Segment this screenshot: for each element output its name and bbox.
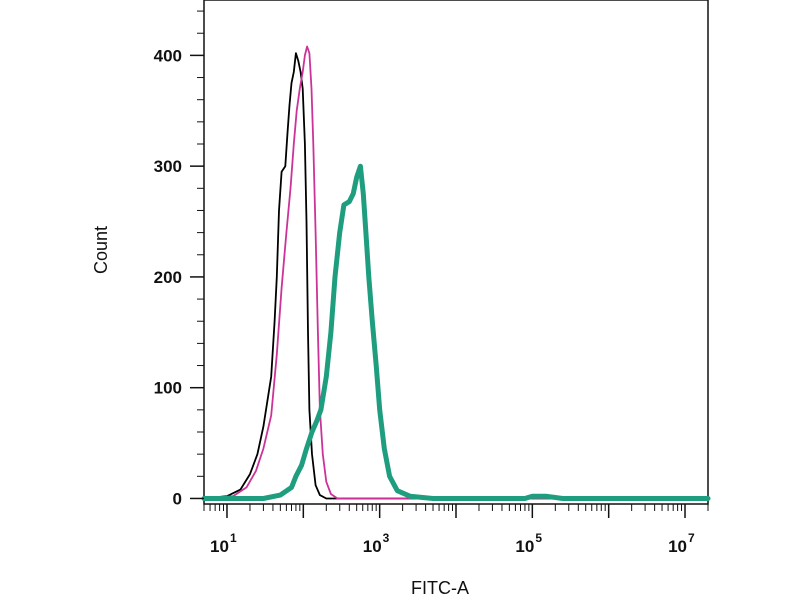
x-tick-label: 10 3 (363, 531, 390, 556)
x-tick-label: 10 5 (515, 531, 542, 556)
x-tick-base: 10 (210, 537, 229, 556)
x-axis-title: FITC-A (411, 578, 469, 598)
series-line-1 (203, 52, 709, 500)
y-tick-label: 200 (154, 268, 182, 287)
x-tick-base: 10 (668, 537, 687, 556)
x-tick-exponent: 5 (535, 531, 542, 545)
y-axis: 0 100 200 300 400 (154, 10, 204, 508)
x-tick-exponent: 1 (230, 531, 237, 545)
y-tick-label: 400 (154, 46, 182, 65)
x-tick-base: 10 (363, 537, 382, 556)
series-line-3 (201, 163, 711, 501)
series-layer (201, 45, 711, 501)
y-tick-label: 100 (154, 379, 182, 398)
x-tick-exponent: 3 (383, 531, 390, 545)
y-axis-title: Count (91, 226, 111, 274)
x-axis: 10 1 10 3 10 5 10 7 (203, 504, 709, 556)
x-tick-exponent: 7 (688, 531, 695, 545)
y-tick-label: 300 (154, 157, 182, 176)
x-tick-label: 10 7 (668, 531, 695, 556)
x-tick-base: 10 (515, 537, 534, 556)
y-tick-label: 0 (173, 489, 182, 508)
series-line-2 (203, 45, 709, 500)
x-tick-label: 10 1 (210, 531, 237, 556)
plot-frame (203, 0, 709, 505)
